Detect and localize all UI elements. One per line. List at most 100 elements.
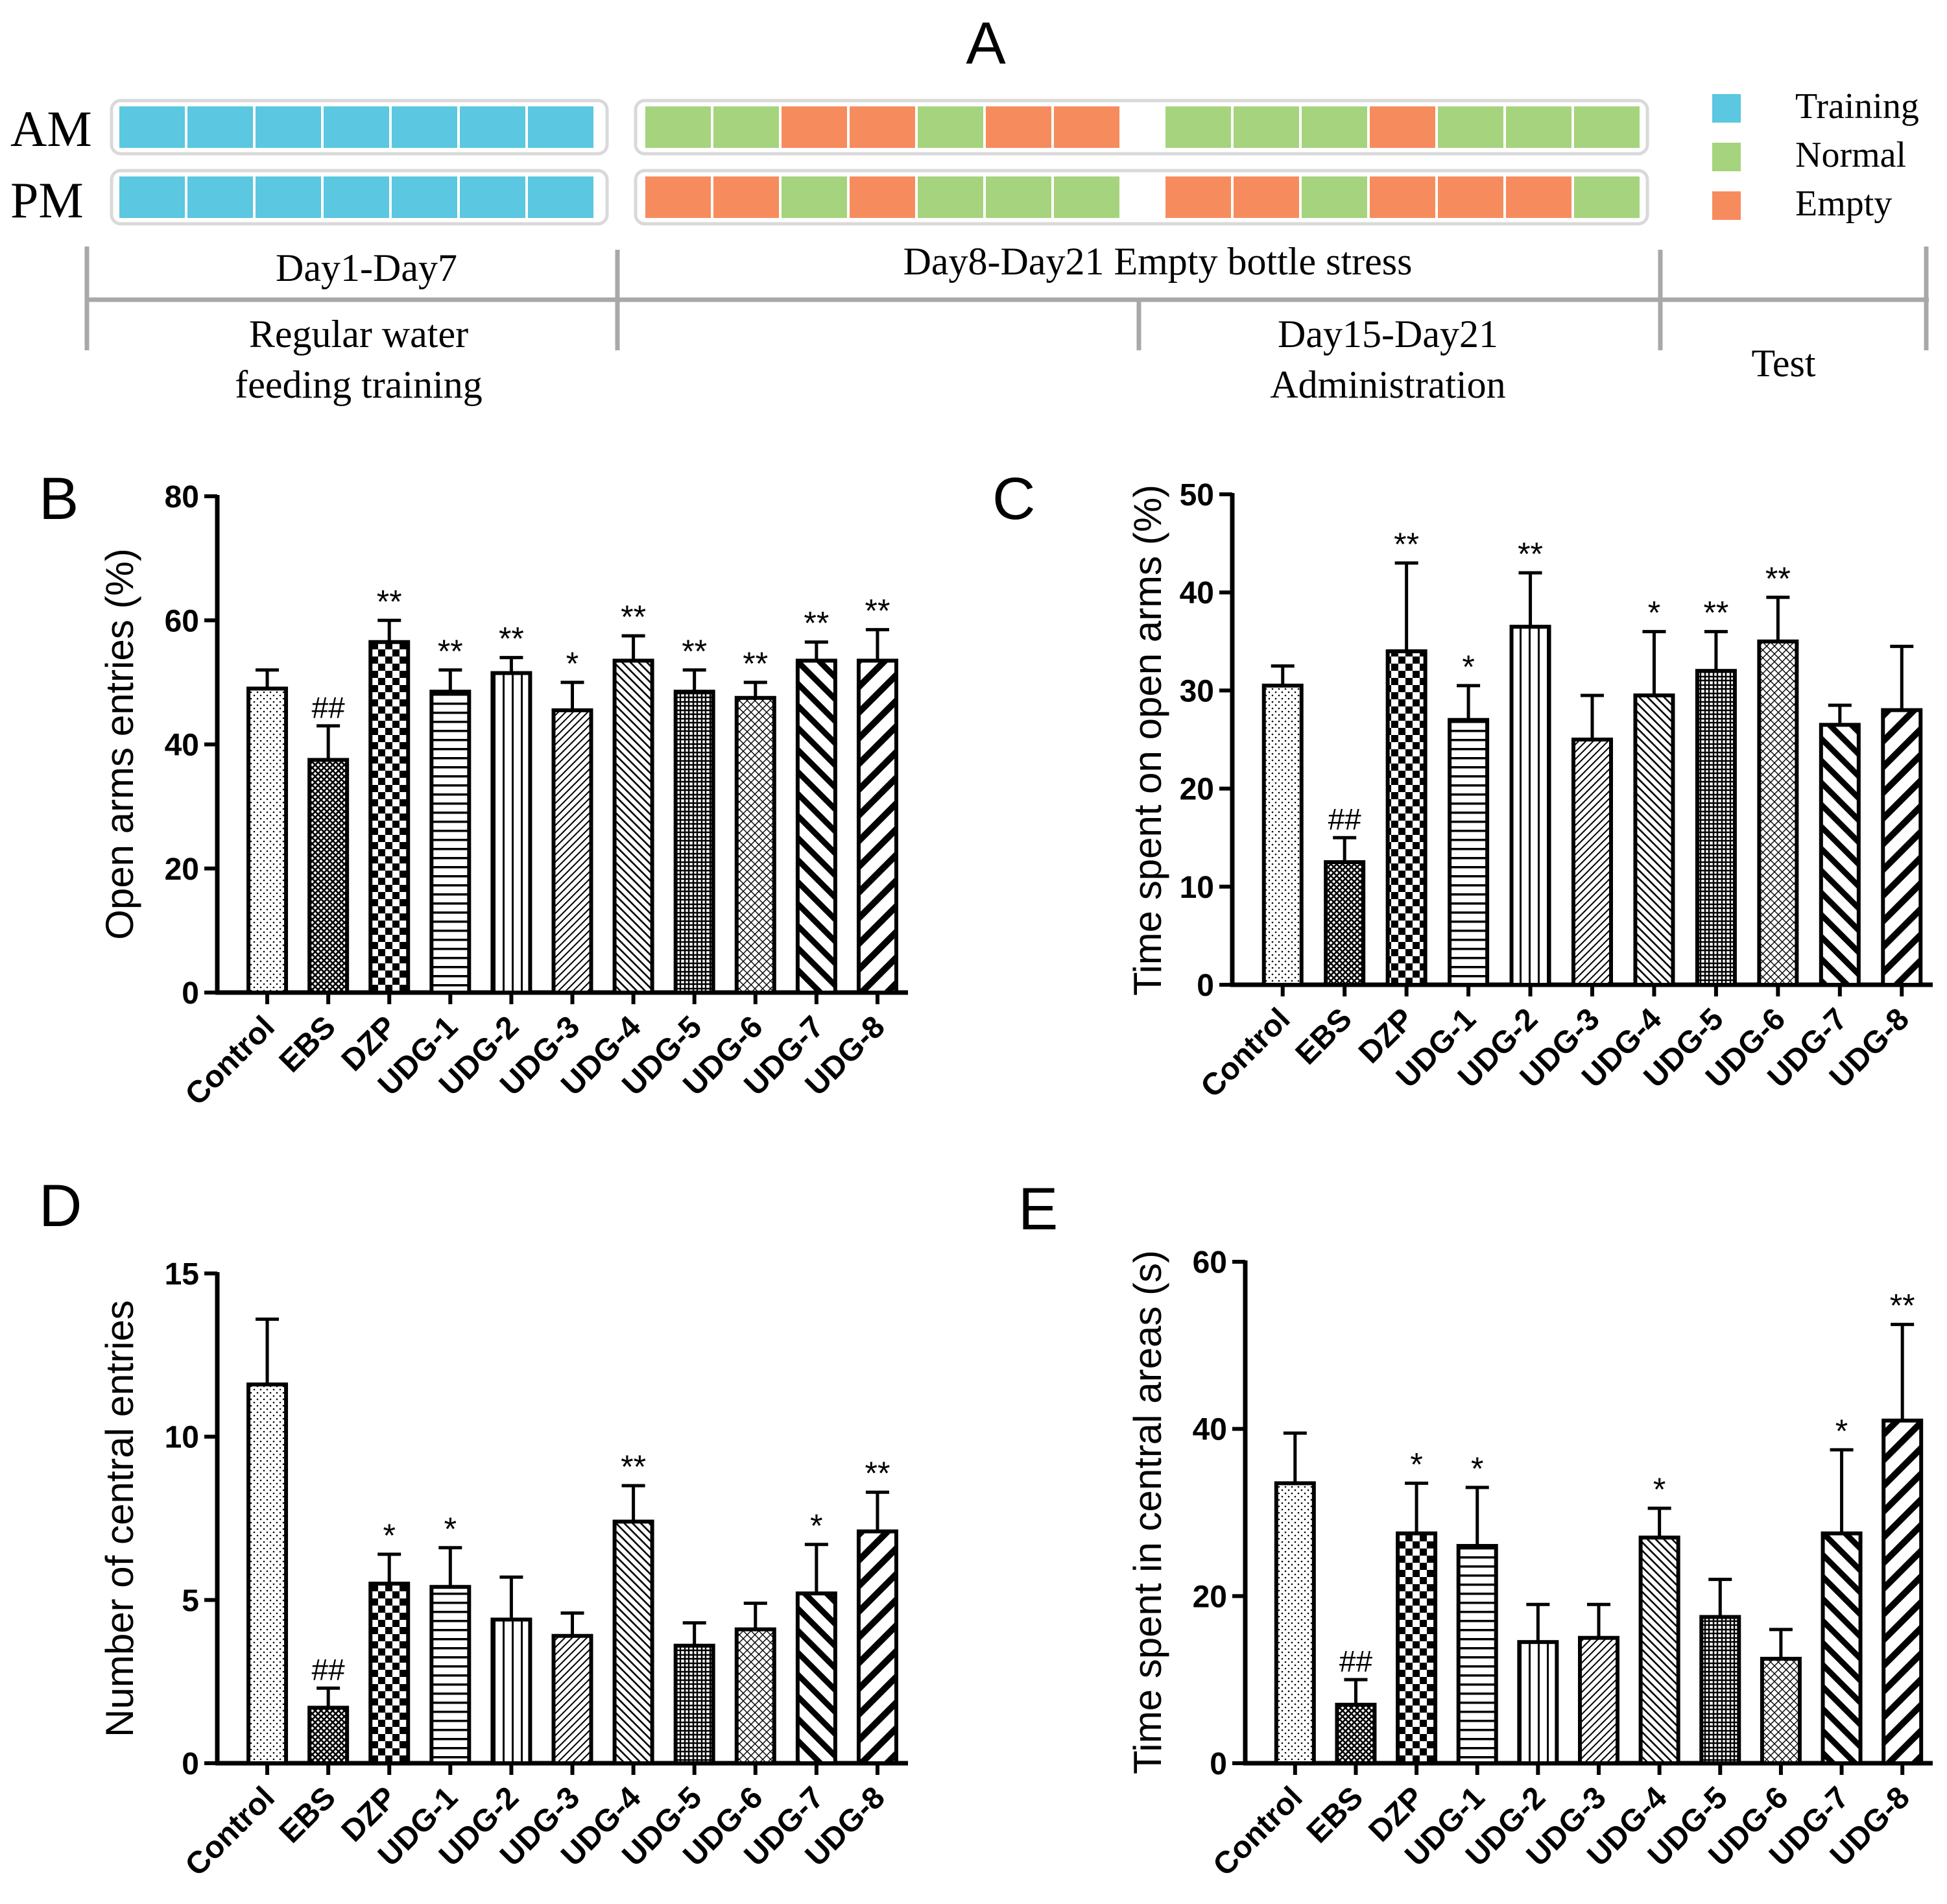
x-tick-label-b-1: Control (179, 1009, 281, 1112)
bar-d-2 (307, 1705, 350, 1766)
schedule-cell-am-p2a-2 (713, 106, 779, 148)
bar-b-9 (734, 695, 776, 994)
significance-label-b-8: ** (682, 633, 707, 669)
panel-letter-e: E (1018, 1176, 1058, 1242)
bar-d-3 (368, 1582, 411, 1766)
schedule-cell-pm-p2a-1 (645, 176, 711, 218)
schedule-cell-pm-p1-1 (119, 176, 185, 218)
significance-label-d-2: ## (312, 1653, 346, 1687)
bar-c-10 (1819, 723, 1861, 987)
x-tick-label-d-2: EBS (273, 1780, 342, 1850)
bar-b-1 (246, 686, 289, 994)
bar-b-4 (429, 690, 472, 994)
bar-b-5 (490, 671, 532, 994)
legend-swatch-training (1712, 94, 1741, 123)
y-tick-label-b-0: 0 (182, 976, 199, 1011)
y-tick-label-c-0: 0 (1197, 969, 1214, 1003)
y-tick-label-c-10: 10 (1180, 871, 1214, 905)
legend-label-normal: Normal (1795, 135, 1906, 175)
bar-e-7 (1638, 1536, 1680, 1765)
schedule-cell-pm-p2a-4 (850, 176, 915, 218)
bar-c-6 (1571, 738, 1613, 987)
bar-e-10 (1821, 1531, 1863, 1765)
phase3-bottom-line2: Administration (1270, 363, 1505, 406)
phase1-bottom-line1: Regular water (249, 313, 468, 355)
y-tick-label-c-50: 50 (1180, 478, 1214, 512)
y-tick-label-e-40: 40 (1193, 1413, 1227, 1447)
y-tick-label-c-20: 20 (1180, 773, 1214, 807)
schedule-panel: A AM PM Training Normal Empty Day1-Day7 (10, 10, 1929, 406)
timeline (84, 247, 1929, 350)
bar-c-11 (1881, 708, 1923, 987)
bar-d-10 (795, 1591, 837, 1765)
row-label-am: AM (10, 101, 92, 157)
schedule-cell-pm-p2a-3 (782, 176, 847, 218)
significance-label-d-7: ** (621, 1449, 646, 1485)
bar-e-1 (1274, 1481, 1316, 1766)
significance-label-e-2: ## (1339, 1645, 1373, 1678)
row-label-pm: PM (10, 172, 84, 228)
significance-label-e-4: * (1471, 1451, 1483, 1487)
bar-e-4 (1456, 1544, 1498, 1766)
legend: Training Normal Empty (1712, 86, 1919, 224)
significance-label-c-7: * (1648, 595, 1660, 631)
significance-label-d-3: * (383, 1517, 395, 1554)
significance-label-b-10: ** (804, 605, 829, 642)
x-tick-label-b-2: EBS (273, 1009, 342, 1079)
schedule-cell-pm-p2a-7 (1054, 176, 1119, 218)
bar-e-9 (1760, 1656, 1802, 1765)
schedule-cell-pm-p2b-2 (1234, 176, 1299, 218)
significance-label-c-5: ** (1518, 536, 1543, 572)
panel-letter-c: C (992, 466, 1035, 532)
significance-label-b-5: ** (499, 621, 524, 657)
schedule-cell-pm-p2b-4 (1370, 176, 1435, 218)
phase1-bottom-line2: feeding training (235, 363, 483, 406)
significance-label-b-2: ## (312, 691, 346, 725)
significance-label-c-9: ** (1765, 560, 1791, 597)
panel-letter-b: B (39, 466, 78, 532)
significance-label-b-3: ** (377, 583, 402, 620)
significance-label-b-6: * (566, 645, 579, 682)
schedule-cell-pm-p1-2 (187, 176, 253, 218)
significance-label-b-7: ** (621, 599, 646, 635)
bar-e-5 (1517, 1640, 1559, 1765)
significance-label-c-4: * (1462, 649, 1474, 685)
bar-d-11 (856, 1529, 898, 1765)
schedule-cell-am-p1-7 (528, 106, 593, 148)
x-tick-label-e-1: Control (1206, 1780, 1309, 1883)
significance-label-b-11: ** (865, 593, 890, 629)
bar-e-11 (1881, 1418, 1924, 1766)
significance-label-d-10: * (810, 1508, 822, 1544)
schedule-cell-am-p2a-5 (918, 106, 983, 148)
schedule-cell-pm-p1-4 (324, 176, 389, 218)
significance-label-c-2: ## (1328, 802, 1362, 836)
schedule-cell-pm-p1-7 (528, 176, 593, 218)
schedule-cell-am-p2a-7 (1054, 106, 1119, 148)
bar-b-3 (368, 640, 411, 994)
bar-d-4 (429, 1585, 472, 1765)
x-tick-label-d-1: Control (179, 1780, 281, 1883)
bar-c-4 (1448, 717, 1490, 987)
significance-label-e-3: * (1410, 1446, 1422, 1482)
panel-letter-d: D (39, 1173, 82, 1239)
chart-panel-b: B Open arms entries (%) 0 20 40 60 80 ControlEB… (39, 466, 908, 1112)
legend-swatch-normal (1712, 143, 1741, 171)
schedule-cell-am-p2b-4 (1370, 106, 1435, 148)
bar-d-8 (673, 1643, 715, 1766)
y-axis-label-c: Time spent on open arms (%) (1126, 485, 1169, 996)
x-tick-label-e-2: EBS (1300, 1780, 1370, 1850)
bar-b-10 (795, 658, 837, 994)
legend-swatch-empty (1712, 191, 1741, 220)
bar-d-7 (612, 1519, 654, 1766)
y-tick-label-b-40: 40 (165, 729, 199, 763)
significance-label-e-7: * (1653, 1471, 1666, 1508)
significance-label-c-3: ** (1394, 526, 1419, 562)
significance-label-b-4: ** (438, 633, 463, 669)
y-tick-label-e-0: 0 (1210, 1747, 1227, 1781)
schedule-cell-am-p2b-6 (1506, 106, 1571, 148)
bar-c-3 (1385, 649, 1427, 987)
phase3-bottom-line1: Day15-Day21 (1278, 313, 1498, 355)
significance-label-e-10: * (1835, 1413, 1848, 1449)
chart-panel-d: D Number of central entries 0 5 10 15 ControlE… (39, 1173, 908, 1883)
significance-label-e-11: ** (1890, 1288, 1915, 1324)
